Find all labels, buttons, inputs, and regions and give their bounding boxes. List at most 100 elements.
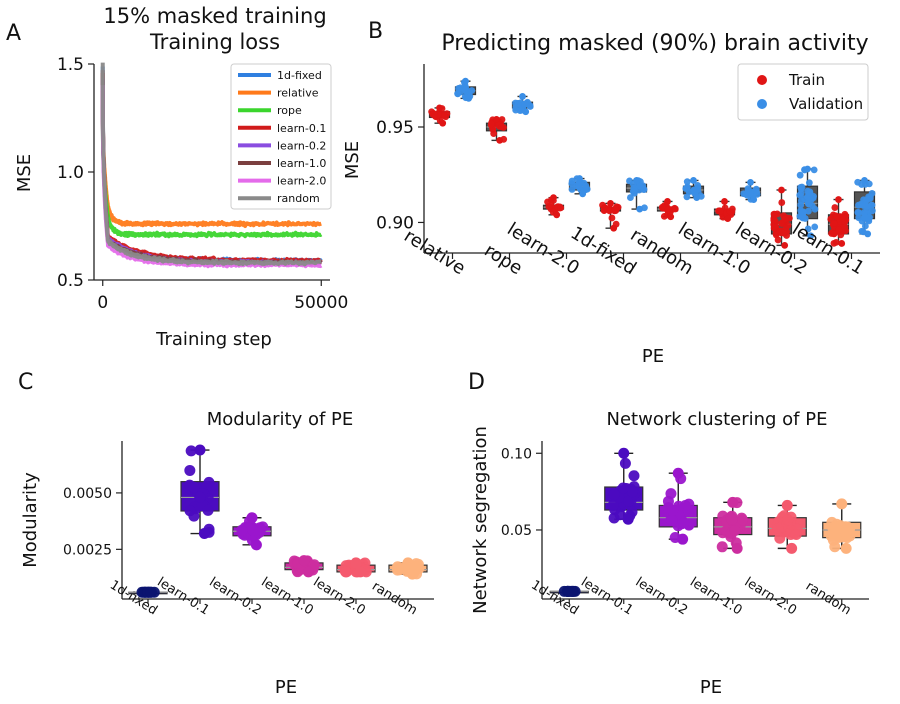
panel-b-train-random-point (664, 198, 671, 205)
panel-d-xtick-label: learn-0.1 (578, 575, 635, 619)
panel-b-validation-random-point (682, 185, 690, 192)
panel-a-ylabel: MSE (14, 154, 35, 192)
panel-b-validation-learn-2.0-point (576, 175, 583, 182)
panel-b-validation-learn-0.2-point (796, 171, 804, 179)
panel-a-legend-label-rope: rope (277, 104, 302, 117)
panel-d-learn-2.0-point (781, 499, 793, 511)
panel-b-validation-learn-1.0-point (747, 178, 754, 186)
panel-b-train-random-point (667, 213, 675, 221)
panel-a-legend-label-learn-1.0: learn-1.0 (277, 157, 326, 170)
panel-b-validation-learn-0.2-point (804, 165, 811, 173)
panel-b-validation-1d-fixed-point (627, 194, 634, 201)
panel-d-learn-0.1-point (618, 447, 630, 459)
panel-b-validation-learn-1.0-point (744, 185, 752, 193)
panel-d-learn-0.1-point (622, 513, 634, 525)
panel-label-b: B (368, 19, 383, 44)
panel-b-validation-learn-2.0-point (575, 180, 583, 188)
panel-b-train-learn-1.0-point (728, 205, 736, 213)
panel-c-learn-0.1-point (203, 476, 215, 488)
panel-d-learn-0.2-point (667, 504, 679, 516)
panel-d-learn-2.0-point (772, 523, 784, 534)
panel-b-train-learn-0.2-point (778, 199, 786, 206)
panel-b-train-rope-point (498, 116, 506, 123)
panel-b-validation-learn-2.0-point (568, 186, 576, 193)
panel-b-validation-learn-0.1-point (863, 202, 871, 210)
panel-b-train-learn-0.1-point (830, 230, 838, 238)
panel-b-validation-learn-0.1-point (868, 207, 876, 215)
panel-b-validation-relative-point (461, 86, 469, 94)
panel-b-train-learn-0.2-point (780, 229, 787, 237)
panel-d-ytick-label: 0.10 (501, 446, 532, 462)
panel-label-c: C (18, 370, 33, 395)
panel-b-train-learn-0.1-point (835, 196, 842, 203)
panel-d-learn-2.0-point (774, 532, 786, 544)
panel-c-learn-1.0-point (298, 555, 310, 567)
panel-d-learn-0.1-point (608, 489, 620, 501)
panel-b-validation-learn-0.1-point (865, 193, 873, 201)
panel-b-validation-random-point (693, 194, 701, 202)
panel-b-validation-random-point (683, 178, 691, 186)
panel-b-train-learn-0.1-point (830, 220, 838, 227)
panel-a-xlabel: Training step (155, 329, 272, 350)
panel-b-validation-learn-1.0-point (743, 191, 751, 199)
panel-c-learn-0.2-point (246, 512, 258, 524)
panel-a-series-line-random (100, 62, 323, 267)
panel-b-validation-learn-0.1-point (864, 230, 872, 238)
panel-d-learn-0.2-point (665, 488, 677, 500)
panel-a-series-line-rope (100, 103, 323, 239)
panel-b-validation-learn-2.0-point (568, 177, 576, 185)
panel-a-legend-label-random: random (277, 192, 320, 205)
panel-b-train-learn-0.1-point (838, 240, 846, 247)
panel-b-train-learn-2.0-point (550, 194, 557, 202)
panel-b-validation-random-point (690, 177, 697, 184)
legend-label-validation: Validation (789, 95, 863, 113)
panel-b-validation-learn-0.1-point (861, 177, 868, 184)
panel-c-xtick-label: learn-2.0 (310, 575, 367, 619)
panel-d-learn-1.0-point (729, 525, 741, 537)
panel-b-validation-1d-fixed-point (633, 177, 640, 184)
panel-a-legend-label-learn-0.1: learn-0.1 (277, 122, 326, 135)
panel-c-learn-2.0-point (340, 566, 352, 578)
panel-c-learn-2.0-point (354, 566, 366, 578)
panel-d-learn-2.0-point (782, 514, 794, 526)
panel-c-learn-2.0-point (350, 557, 362, 569)
panel-a-xtick-label: 0 (97, 293, 108, 313)
panel-b-train-1d-fixed-point (608, 214, 616, 222)
panel-b-train-relative-point (439, 119, 447, 127)
panel-b-validation-relative-point (465, 94, 473, 102)
panel-d-random-point (840, 542, 852, 554)
panel-a-ytick-label: 1.0 (57, 163, 84, 183)
panel-b-xtick-label: relative (400, 225, 469, 279)
panel-c-learn-0.1-point (194, 444, 206, 456)
panel-c-xtick-label: learn-0.2 (206, 575, 263, 619)
panel-d-xlabel: PE (700, 677, 722, 698)
panel-b-train-rope-point (496, 136, 504, 144)
panel-d-xtick-label: 1d-fixed (528, 578, 581, 619)
panel-b-validation-1d-fixed-point (636, 205, 644, 213)
panel-a-title-line1: 15% masked training (103, 4, 326, 28)
panel-a-ytick-label: 1.5 (57, 55, 84, 75)
panel-b-validation-learn-0.2-point (804, 198, 812, 206)
panel-b-train-learn-1.0-point (724, 215, 732, 223)
panel-b-ylabel: MSE (342, 141, 363, 179)
panel-b-train-1d-fixed-point (599, 201, 606, 209)
panel-b-validation-learn-0.2-point (798, 213, 806, 220)
panel-d-learn-0.2-point (672, 467, 684, 479)
panel-b-train-learn-2.0-point (545, 203, 553, 210)
panel-b-train-learn-0.2-point (782, 224, 790, 231)
panel-d-ytick-label: 0.05 (501, 523, 532, 539)
panel-b-validation-random-point (683, 193, 691, 201)
panel-d-learn-0.1-point (619, 457, 631, 469)
panel-b-train-rope-point (498, 123, 506, 131)
panel-b-validation-learn-0.2-point (810, 166, 818, 174)
panel-b-train-learn-0.1-point (835, 226, 843, 234)
panel-d-learn-1.0-point (736, 514, 748, 526)
panel-c-learn-0.2-point (250, 539, 262, 551)
panel-b-validation-rope-point (519, 93, 526, 100)
panel-a-ytick-label: 0.5 (57, 271, 84, 291)
panel-a-series-line-relative (100, 90, 323, 229)
panel-c-learn-0.1-point (184, 464, 196, 476)
panel-b-train-random-point (671, 205, 679, 213)
panel-b-legend-frame (737, 63, 869, 121)
panel-d-random-point (836, 498, 848, 510)
